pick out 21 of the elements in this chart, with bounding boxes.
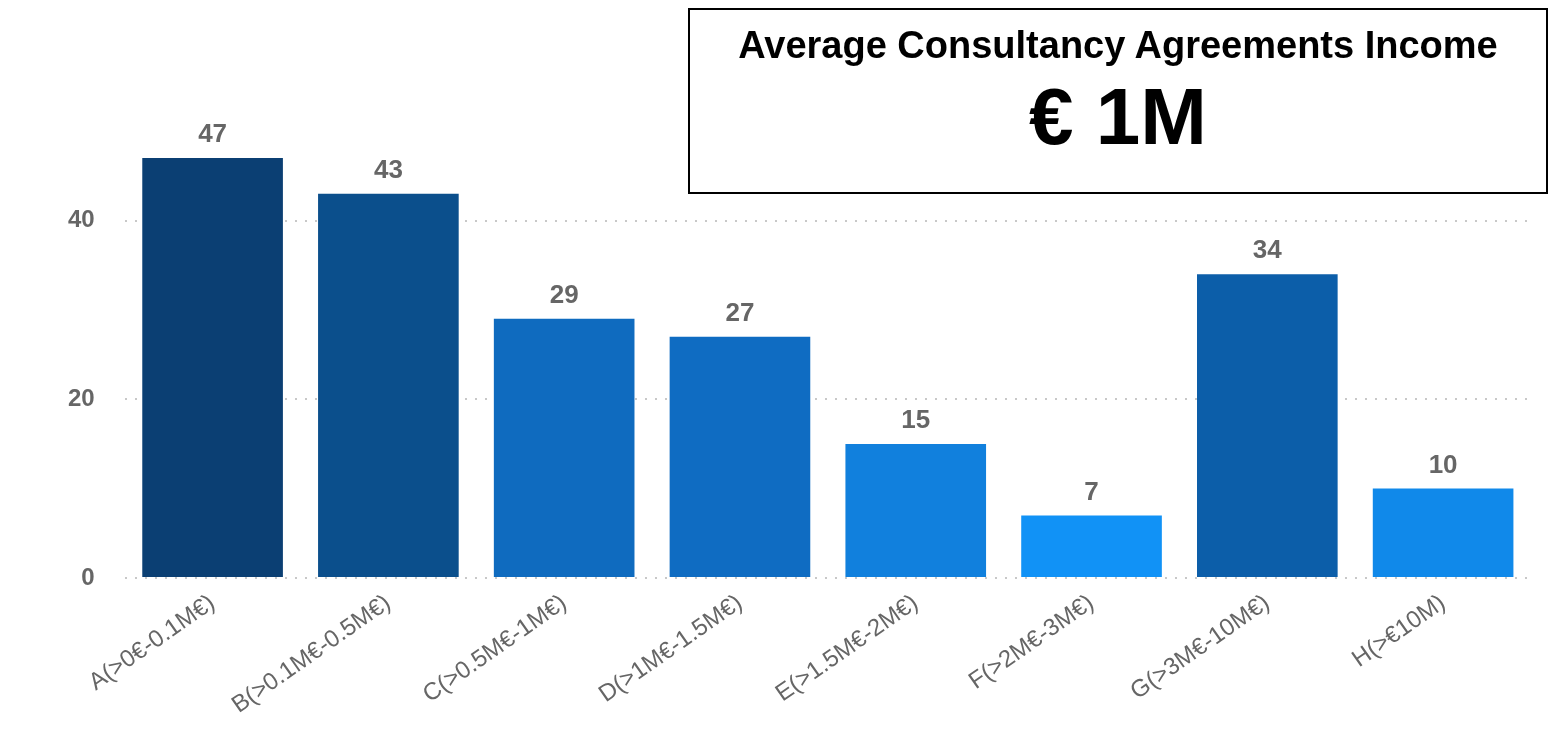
data-label: 43: [373, 153, 403, 184]
bar: [493, 318, 635, 577]
text: Average Consultancy Agreements Income: [737, 24, 1499, 67]
data-label: 10: [1428, 448, 1458, 479]
data-label: 15: [901, 404, 931, 435]
data-label: 29: [549, 278, 579, 309]
bar: [1197, 274, 1338, 577]
bar: [1021, 515, 1162, 577]
data-label: 7: [1084, 475, 1099, 506]
data-label: 34: [1252, 234, 1283, 265]
data-label: 27: [725, 296, 755, 327]
y-tick-label: 40: [67, 205, 95, 233]
data-label: 47: [198, 118, 228, 149]
bar: [318, 193, 459, 577]
y-tick-label: 20: [67, 383, 95, 411]
bar: [142, 158, 283, 577]
bar: [1372, 488, 1514, 577]
annotation: € 1M: [1028, 71, 1208, 163]
y-tick-label: 0: [81, 562, 95, 590]
bar: [669, 336, 811, 577]
bar: [845, 443, 987, 577]
